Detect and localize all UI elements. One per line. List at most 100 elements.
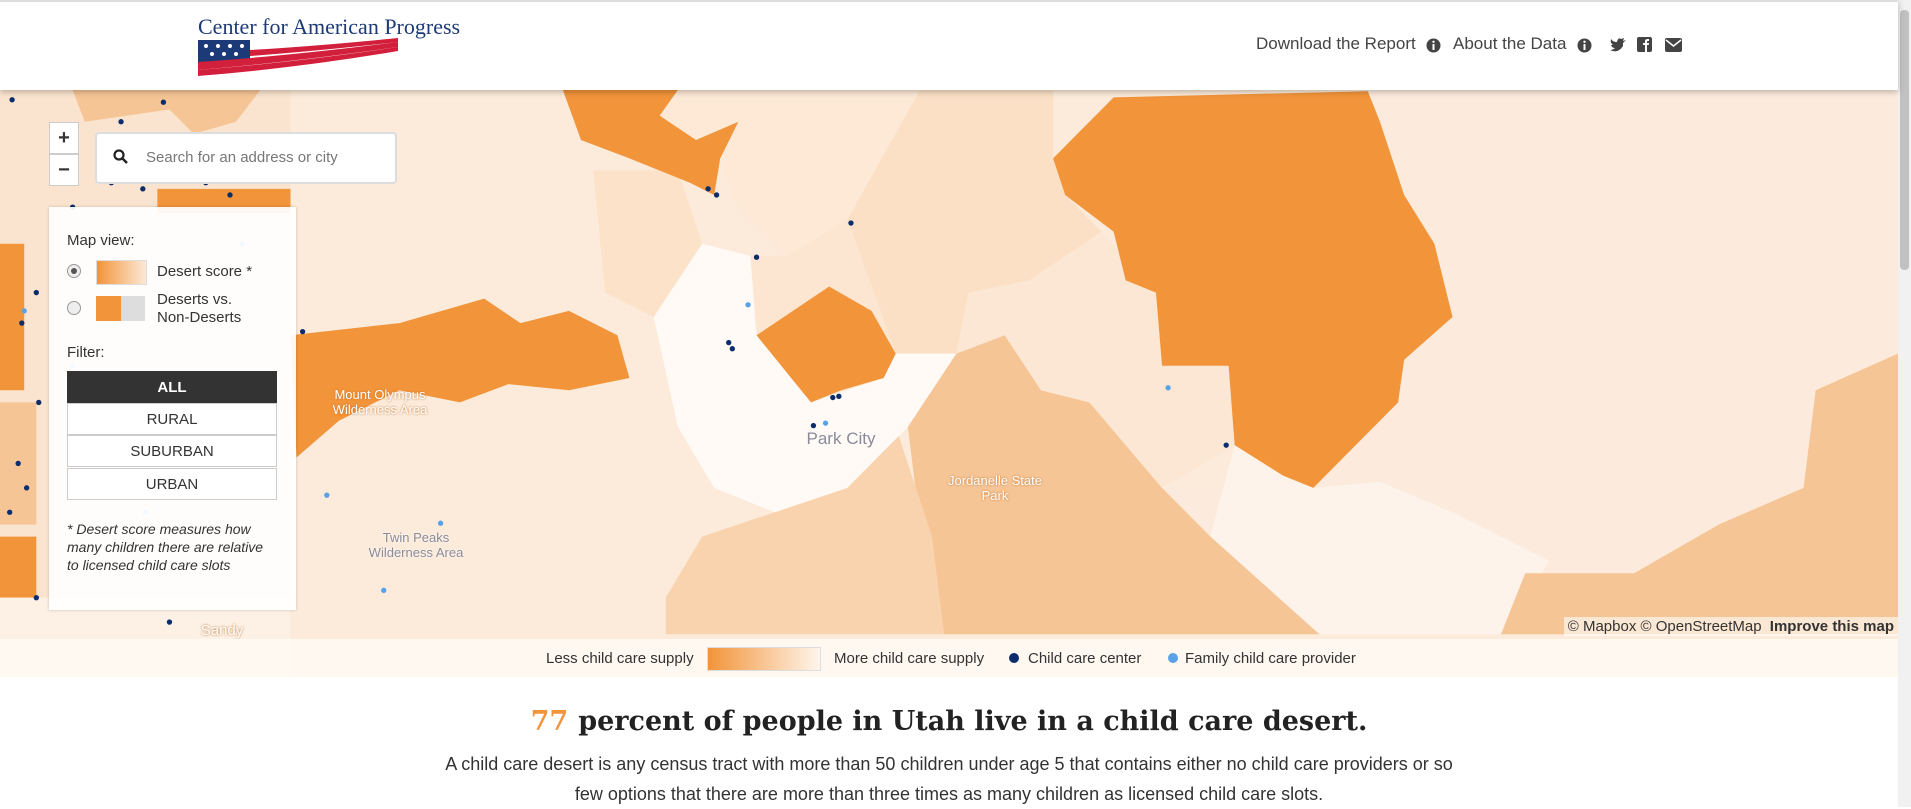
legend: Less child care supply More child care s… <box>0 639 1898 677</box>
twitter-icon[interactable] <box>1610 38 1626 52</box>
center-dot[interactable] <box>36 399 42 406</box>
center-dot[interactable] <box>726 339 732 346</box>
info-icon[interactable] <box>1577 38 1592 53</box>
region <box>1500 353 1898 635</box>
family-dot[interactable] <box>21 308 27 314</box>
center-dot[interactable] <box>33 594 39 601</box>
region <box>1210 445 1550 635</box>
flag-stars <box>204 44 244 56</box>
center-dot[interactable] <box>15 460 21 467</box>
center-dot[interactable] <box>729 346 735 352</box>
radio[interactable] <box>67 301 81 315</box>
region <box>653 243 957 513</box>
family-dot[interactable] <box>1165 385 1171 391</box>
flag-stripe <box>198 42 398 70</box>
center-dot[interactable] <box>118 119 124 125</box>
note: * Desert score measures how many childre… <box>67 521 264 573</box>
center-dot[interactable] <box>19 320 25 326</box>
nav-link[interactable]: Download the Report <box>1256 34 1416 53</box>
region <box>562 90 739 195</box>
center-dot[interactable] <box>7 509 13 515</box>
region <box>665 426 945 635</box>
legend-label: Family child care provider <box>1185 650 1356 667</box>
center-dot[interactable] <box>753 254 760 260</box>
center-dot[interactable] <box>713 192 720 198</box>
legend-center-dot <box>1009 653 1019 663</box>
legend-label: Child care center <box>1028 650 1142 667</box>
region <box>756 286 896 403</box>
search-box[interactable]: Search for an address or city <box>95 132 397 184</box>
center-dot[interactable] <box>160 99 167 105</box>
center-dot[interactable] <box>9 97 15 103</box>
attribution-osm[interactable]: © OpenStreetMap <box>1640 618 1762 635</box>
region <box>956 231 1235 488</box>
map-label: Jordanelle State Park <box>948 473 1042 503</box>
scrollbar[interactable] <box>1898 0 1911 807</box>
legend-label: More child care supply <box>834 650 985 667</box>
map-label: Sandy <box>200 622 244 639</box>
family-dot[interactable] <box>745 302 751 308</box>
description: A child care desert is any census tract … <box>445 754 1453 804</box>
legend-family-dot <box>1168 653 1178 663</box>
center-dot[interactable] <box>140 186 146 192</box>
center-dot[interactable] <box>810 422 817 429</box>
center-dot[interactable] <box>299 328 306 335</box>
control-panel: Map view: Desert score * Deserts vs. Non… <box>49 207 296 610</box>
filter-button[interactable]: URBAN <box>67 468 277 500</box>
family-dot[interactable] <box>381 587 387 594</box>
attribution-improve[interactable]: Improve this map <box>1769 618 1894 635</box>
center-dot[interactable] <box>227 192 233 198</box>
family-dot[interactable] <box>324 492 330 498</box>
region <box>907 335 1320 635</box>
zoom-in[interactable]: + <box>49 122 79 154</box>
filter-button[interactable]: ALL <box>67 371 277 403</box>
flag-stripe <box>250 38 398 56</box>
filter-label: Filter: <box>67 344 105 361</box>
filter-button[interactable]: SUBURBAN <box>67 435 277 467</box>
radio-selected[interactable] <box>67 264 81 278</box>
logo-flag[interactable] <box>198 38 403 76</box>
option-label[interactable]: Desert score * <box>157 263 253 280</box>
facebook-icon[interactable] <box>1637 37 1652 52</box>
map-label: Mount Olympus Wilderness Area <box>332 387 428 417</box>
region <box>0 243 25 391</box>
region <box>750 219 896 354</box>
map-label: Twin Peaks Wilderness Area <box>368 530 464 560</box>
option-label[interactable]: Deserts vs. Non-Deserts <box>157 291 242 326</box>
center-dot[interactable] <box>23 485 30 491</box>
center-dot[interactable] <box>848 220 854 226</box>
scroll-thumb[interactable] <box>1900 10 1909 270</box>
info-icon[interactable] <box>1426 38 1441 53</box>
region <box>1053 91 1453 488</box>
center-dot[interactable] <box>33 289 39 296</box>
headline-text: percent of people in Utah live in a chil… <box>578 706 1368 737</box>
filter-button[interactable]: RURAL <box>67 403 277 435</box>
center-dot[interactable] <box>1223 442 1229 448</box>
attribution-mapbox[interactable]: © Mapbox <box>1567 618 1637 635</box>
map-view-label: Map view: <box>67 232 135 249</box>
legend-label: Less child care supply <box>546 650 694 667</box>
center-dot[interactable] <box>830 394 836 401</box>
family-dot[interactable] <box>437 520 444 526</box>
search-icon <box>113 149 128 164</box>
center-dot[interactable] <box>166 619 173 625</box>
map-label: Park City <box>806 429 876 448</box>
flag-stripe <box>198 47 398 76</box>
region <box>290 298 630 458</box>
non-desert-swatch <box>121 296 145 321</box>
region <box>593 170 703 317</box>
nav-link[interactable]: About the Data <box>1453 34 1567 53</box>
center-dot[interactable] <box>705 186 711 192</box>
header: Center for American Progress Download th… <box>0 0 1898 90</box>
desert-swatch <box>96 296 121 321</box>
mail-icon[interactable] <box>1665 38 1682 52</box>
family-dot[interactable] <box>822 420 829 426</box>
center-dot[interactable] <box>836 393 842 399</box>
search-placeholder: Search for an address or city <box>146 149 338 166</box>
map[interactable] <box>0 90 1898 677</box>
zoom-out[interactable]: − <box>49 154 79 186</box>
region <box>847 90 1102 354</box>
region <box>0 536 37 598</box>
logo-text[interactable]: Center for American Progress <box>198 14 461 39</box>
